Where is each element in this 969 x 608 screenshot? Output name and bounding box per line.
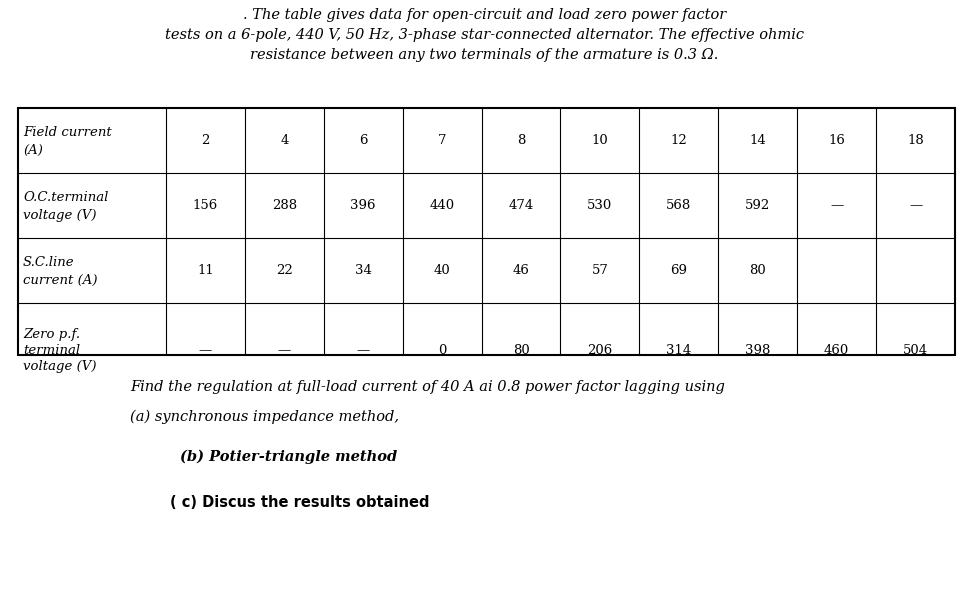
Text: 10: 10 <box>592 134 609 147</box>
Text: 7: 7 <box>438 134 447 147</box>
Text: 288: 288 <box>271 199 297 212</box>
Text: 16: 16 <box>828 134 845 147</box>
Text: 398: 398 <box>745 344 770 357</box>
Text: 396: 396 <box>351 199 376 212</box>
Text: 474: 474 <box>509 199 534 212</box>
Text: 156: 156 <box>193 199 218 212</box>
Text: 4: 4 <box>280 134 289 147</box>
Text: voltage (V): voltage (V) <box>23 360 97 373</box>
Text: ( c) Discus the results obtained: ( c) Discus the results obtained <box>170 495 429 510</box>
Text: —: — <box>199 344 212 357</box>
Text: resistance between any two terminals of the armature is 0.3 Ω.: resistance between any two terminals of … <box>250 48 719 62</box>
Text: 568: 568 <box>667 199 692 212</box>
Text: 69: 69 <box>671 264 687 277</box>
Text: tests on a 6-pole, 440 V, 50 Hz, 3-phase star-connected alternator. The effectiv: tests on a 6-pole, 440 V, 50 Hz, 3-phase… <box>165 28 804 42</box>
Text: 504: 504 <box>903 344 928 357</box>
Text: —: — <box>909 199 922 212</box>
Text: 0: 0 <box>438 344 447 357</box>
Text: (A): (A) <box>23 144 43 157</box>
Text: 8: 8 <box>516 134 525 147</box>
Text: 57: 57 <box>591 264 609 277</box>
Text: 440: 440 <box>429 199 454 212</box>
Text: 40: 40 <box>434 264 451 277</box>
Text: —: — <box>357 344 370 357</box>
Text: 314: 314 <box>667 344 692 357</box>
Text: terminal: terminal <box>23 344 80 357</box>
Text: 14: 14 <box>749 134 766 147</box>
Text: Zero p.f.: Zero p.f. <box>23 328 80 341</box>
Text: 46: 46 <box>513 264 529 277</box>
Text: 18: 18 <box>907 134 923 147</box>
Text: . The table gives data for open-circuit and load zero power factor: . The table gives data for open-circuit … <box>243 8 726 22</box>
Text: 460: 460 <box>824 344 849 357</box>
Text: 6: 6 <box>359 134 367 147</box>
Bar <box>18 108 955 355</box>
Text: O.C.terminal: O.C.terminal <box>23 191 109 204</box>
Text: 34: 34 <box>355 264 372 277</box>
Text: 530: 530 <box>587 199 612 212</box>
Text: 12: 12 <box>671 134 687 147</box>
Text: voltage (V): voltage (V) <box>23 209 97 222</box>
Text: (b) Potier-triangle method: (b) Potier-triangle method <box>180 450 397 465</box>
Text: 2: 2 <box>202 134 209 147</box>
Text: S.C.line: S.C.line <box>23 256 75 269</box>
Text: (a) synchronous impedance method,: (a) synchronous impedance method, <box>130 410 399 424</box>
Text: —: — <box>830 199 843 212</box>
Text: 80: 80 <box>513 344 529 357</box>
Text: 206: 206 <box>587 344 612 357</box>
Text: current (A): current (A) <box>23 274 98 287</box>
Text: 22: 22 <box>276 264 293 277</box>
Text: —: — <box>278 344 291 357</box>
Text: 592: 592 <box>745 199 770 212</box>
Text: Find the regulation at full-load current of 40 A ai 0.8 power factor lagging usi: Find the regulation at full-load current… <box>130 380 725 394</box>
Text: 11: 11 <box>197 264 214 277</box>
Text: Field current: Field current <box>23 126 111 139</box>
Text: 80: 80 <box>749 264 766 277</box>
